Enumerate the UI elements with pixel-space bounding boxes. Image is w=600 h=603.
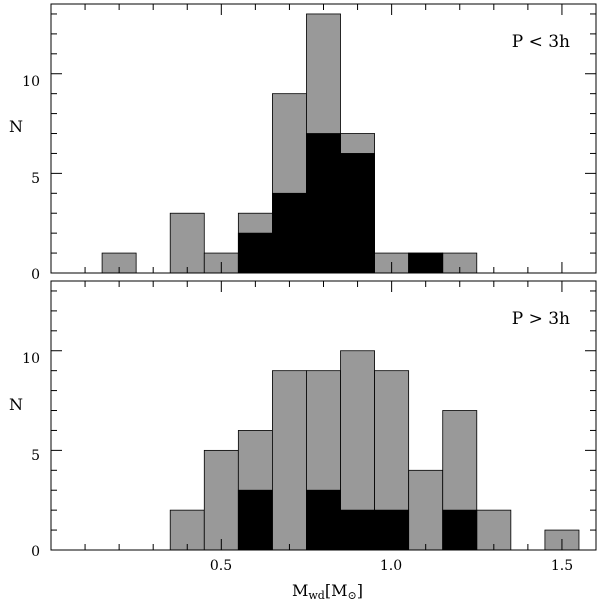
top-series-1-bar-7 xyxy=(306,133,341,274)
x-axis-label-unit-sub: ⊙ xyxy=(347,589,356,602)
bottom-ytick-label-5: 5 xyxy=(31,448,40,464)
x-axis-label-unit-open: [M xyxy=(325,581,348,600)
top-panel-bars xyxy=(51,13,596,274)
x-axis-label-main: M xyxy=(292,581,308,600)
x-axis-label-sub: wd xyxy=(308,589,324,602)
top-panel-annotation: P < 3h xyxy=(512,32,570,52)
top-ytick-label-5: 5 xyxy=(31,171,40,187)
bottom-series-0-bar-4 xyxy=(203,449,239,551)
top-ytick-label-0: 0 xyxy=(31,267,40,283)
bottom-series-0-bar-6 xyxy=(272,370,307,551)
bottom-panel-bars xyxy=(51,350,596,551)
bottom-panel: P > 3h N 0 5 10 0.5 1.0 1.5 Mwd[M⊙] xyxy=(9,280,597,602)
top-panel-ylabel: N xyxy=(9,117,23,136)
bottom-series-0-bar-10 xyxy=(408,469,444,551)
xtick-label-1.0: 1.0 xyxy=(380,558,402,574)
top-panel-frame xyxy=(50,3,597,274)
top-series-0-bar-3 xyxy=(169,212,205,274)
bottom-series-0-bar-3 xyxy=(169,509,205,551)
top-series-1-bar-6 xyxy=(272,192,307,274)
xtick-label-0.5: 0.5 xyxy=(210,558,232,574)
bottom-ytick-label-0: 0 xyxy=(31,544,40,560)
xtick-label-1.5: 1.5 xyxy=(551,558,573,574)
x-axis-label-unit-close: ] xyxy=(357,581,363,600)
bottom-panel-frame xyxy=(50,280,597,551)
top-panel: P < 3h N 0 5 10 xyxy=(9,3,597,283)
top-series-1-bar-8 xyxy=(340,153,375,274)
bottom-series-1-bar-7 xyxy=(306,489,341,551)
top-ytick-label-10: 10 xyxy=(22,74,40,90)
bottom-series-1-bar-5 xyxy=(237,489,273,551)
bottom-panel-annotation: P > 3h xyxy=(512,309,570,329)
x-axis-label: Mwd[M⊙] xyxy=(292,581,363,602)
bottom-ytick-label-10: 10 xyxy=(22,351,40,367)
bottom-panel-ylabel: N xyxy=(9,395,23,414)
